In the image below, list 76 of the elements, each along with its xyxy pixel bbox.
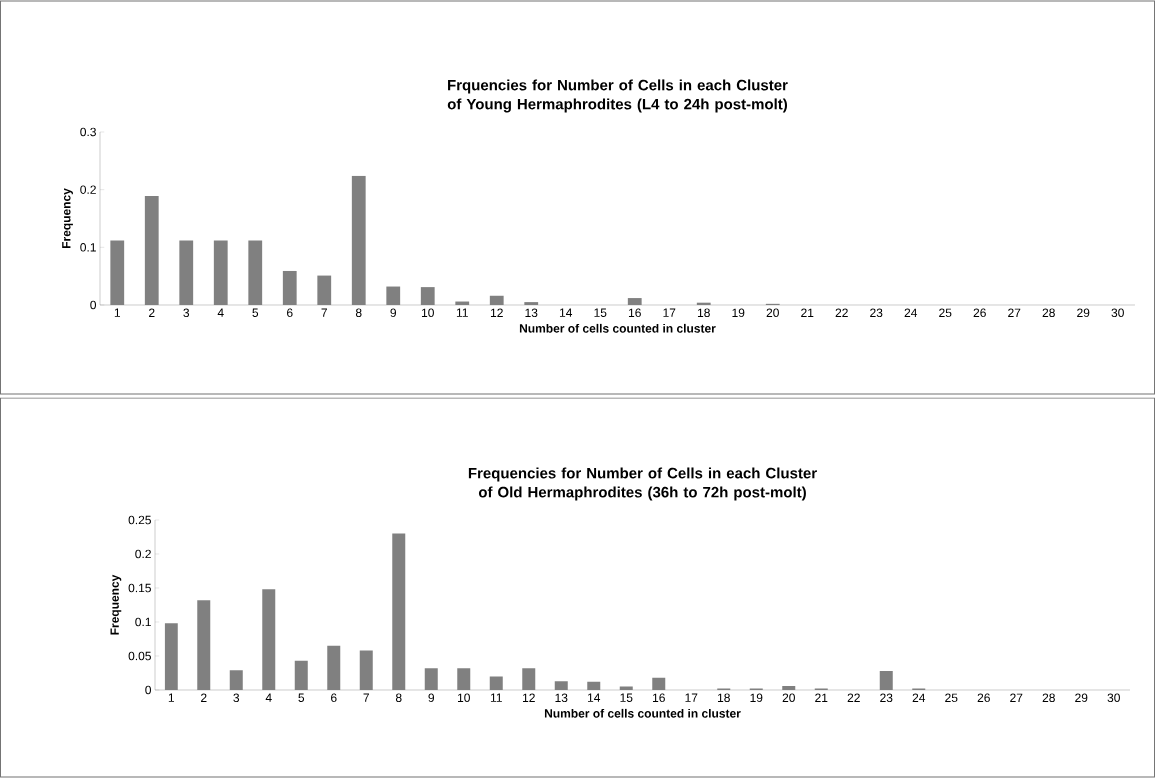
x-tick-label: 30 [1107,693,1120,703]
x-tick-label: 9 [390,308,397,318]
x-tick-label: 3 [233,693,240,703]
x-tick-label: 1 [114,308,121,317]
x-tick-label: 4 [217,308,224,317]
x-tick-label: 24 [904,308,918,317]
x-tick-label: 28 [1042,693,1055,703]
x-tick-label: 6 [331,693,337,703]
x-tick-label: 10 [421,308,434,318]
x-tick-label: 12 [523,693,535,702]
x-tick-label: 3 [183,308,190,318]
y-tick-label: 0.25 [128,515,151,525]
x-tick-label: 20 [766,308,779,318]
x-tick-label: 23 [870,308,883,318]
x-tick-label: 23 [880,693,893,703]
x-tick-label: 26 [973,308,986,318]
x-tick-label: 2 [201,693,207,702]
x-tick-label: 27 [1010,693,1023,702]
x-tick-label: 29 [1077,308,1090,318]
x-tick-label: 27 [1008,308,1021,317]
x-tick-label: 13 [525,308,538,318]
x-axis-title: Number of cells counted in cluster [519,323,716,333]
x-tick-label: 9 [428,693,435,703]
x-tick-label: 18 [717,693,730,703]
x-tick-label: 1 [168,693,175,702]
x-tick-label: 22 [835,308,848,317]
x-tick-label: 7 [321,308,327,317]
x-tick-label: 7 [363,693,369,702]
x-tick-label: 2 [149,308,155,317]
x-tick-label: 25 [945,693,958,703]
y-tick-label: 0.1 [80,243,96,252]
x-tick-label: 10 [458,693,470,703]
x-tick-label: 21 [801,308,814,317]
x-tick-label: 11 [456,308,468,317]
y-tick-label: 0 [90,300,97,310]
x-tick-label: 13 [555,693,568,703]
x-tick-label: 14 [559,308,573,317]
y-tick-label: 0.3 [80,127,96,137]
x-tick-label: 12 [490,308,503,317]
chart-title: Frquencies for Number of Cells in each Cluster of Young Hermaphrodites (L4 to 24h post-molt) [447,79,788,113]
x-tick-label: 14 [588,693,601,702]
x-tick-label: 8 [395,693,402,703]
y-axis-title: Frequency [62,188,73,249]
x-tick-label: 30 [1111,308,1124,318]
x-axis-title: Number of cells counted in cluster [544,708,741,718]
x-tick-label: 5 [298,693,305,702]
x-tick-label: 16 [653,693,665,703]
x-tick-label: 18 [697,308,710,318]
x-tick-label: 6 [287,308,293,318]
y-tick-label: 0 [145,685,152,695]
x-tick-label: 11 [490,693,502,702]
x-tick-label: 24 [912,693,926,702]
x-tick-label: 17 [663,308,676,317]
x-tick-label: 19 [750,693,763,703]
y-tick-label: 0.1 [135,617,151,627]
x-tick-label: 29 [1075,693,1088,703]
x-tick-label: 26 [977,693,990,703]
x-tick-label: 15 [620,693,633,702]
y-tick-label: 0.05 [128,651,151,661]
x-tick-label: 28 [1042,308,1055,318]
x-tick-label: 4 [265,693,272,702]
x-tick-label: 15 [594,308,607,317]
x-tick-label: 25 [939,308,952,318]
y-axis-title: Frequency [110,574,122,635]
x-tick-label: 22 [847,693,860,702]
x-tick-label: 20 [782,693,795,703]
y-tick-label: 0.15 [128,583,151,593]
y-tick-label: 0.2 [135,549,151,559]
x-tick-label: 19 [732,308,745,318]
chart-title: Frequencies for Number of Cells in each Cluster of Old Hermaphrodites (36h to 72h post-molt) [468,467,817,501]
x-tick-label: 16 [628,308,641,318]
y-tick-label: 0.2 [80,185,96,194]
x-tick-label: 8 [355,308,362,318]
x-tick-label: 17 [685,693,698,702]
x-tick-label: 5 [252,308,259,317]
x-tick-label: 21 [815,693,828,702]
